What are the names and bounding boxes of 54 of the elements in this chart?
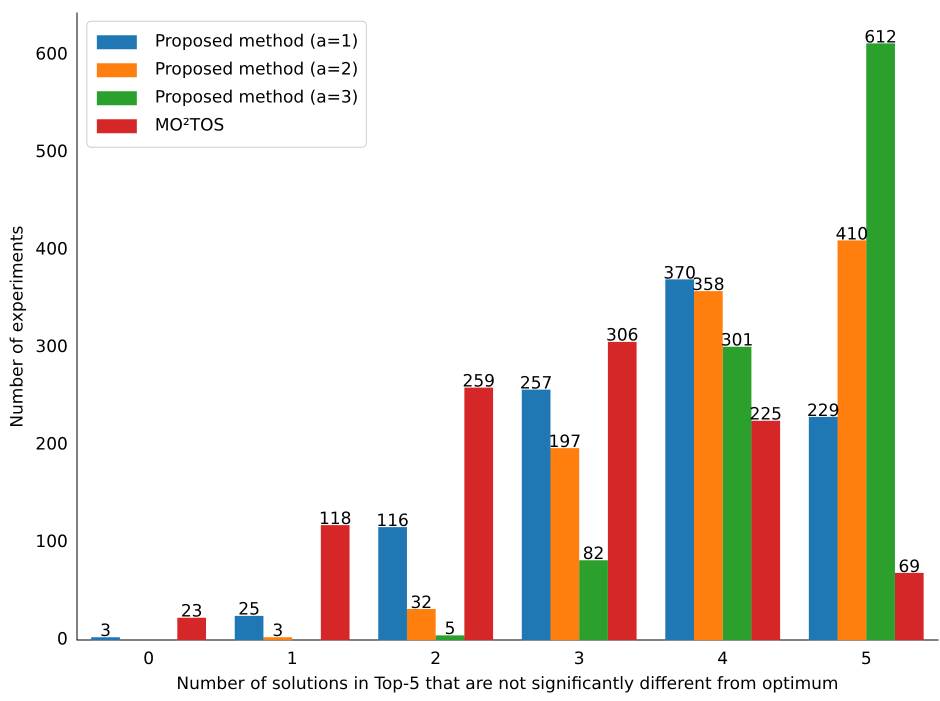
y-tick-label: 0 bbox=[57, 630, 68, 650]
data-label: 3 bbox=[272, 621, 284, 642]
data-label: 612 bbox=[864, 27, 897, 48]
data-label: 370 bbox=[663, 263, 696, 284]
x-tick-label: 0 bbox=[143, 648, 154, 669]
bar bbox=[665, 279, 694, 640]
y-axis-title: Number of experiments bbox=[8, 226, 28, 428]
data-label: 118 bbox=[318, 509, 352, 530]
bar bbox=[751, 420, 780, 640]
x-tick-label: 5 bbox=[860, 648, 872, 669]
bar bbox=[866, 43, 895, 640]
data-label: 306 bbox=[606, 326, 638, 346]
data-label: 116 bbox=[376, 511, 409, 532]
y-tick-label: 200 bbox=[35, 434, 68, 455]
bar bbox=[722, 346, 752, 640]
y-tick-label: 600 bbox=[35, 44, 68, 65]
data-label: 23 bbox=[180, 602, 202, 622]
data-label: 32 bbox=[410, 592, 432, 613]
y-tick-label: 100 bbox=[35, 532, 68, 552]
y-tick-label: 300 bbox=[35, 337, 68, 358]
data-label: 257 bbox=[520, 374, 552, 394]
bar bbox=[808, 416, 838, 640]
x-tick-label: 3 bbox=[574, 648, 585, 669]
bar bbox=[550, 448, 580, 640]
data-label: 82 bbox=[582, 544, 604, 564]
bar bbox=[406, 608, 436, 640]
bar bbox=[234, 616, 264, 640]
x-axis-title: Number of solutions in Top-5 that are not significantly different from optimum bbox=[176, 674, 838, 694]
bar bbox=[177, 618, 206, 640]
bar bbox=[694, 291, 723, 640]
data-label: 197 bbox=[548, 432, 582, 452]
data-label: 5 bbox=[444, 619, 456, 640]
data-label: 259 bbox=[462, 372, 495, 392]
data-label: 3 bbox=[100, 621, 111, 642]
x-tick-label: 4 bbox=[717, 648, 728, 669]
bar bbox=[608, 342, 637, 640]
bar bbox=[436, 635, 464, 640]
legend-label: MO²TOS bbox=[154, 116, 224, 136]
y-tick-label: 500 bbox=[35, 142, 68, 162]
bar bbox=[320, 525, 350, 640]
bar bbox=[838, 240, 866, 640]
bar bbox=[464, 388, 494, 640]
bar bbox=[579, 560, 608, 640]
data-label: 25 bbox=[238, 600, 260, 620]
legend-label: Proposed method (a=1) bbox=[154, 32, 358, 52]
x-tick-label: 1 bbox=[286, 648, 298, 669]
x-tick-label: 2 bbox=[430, 648, 442, 669]
legend-label: Proposed method (a=3) bbox=[154, 88, 358, 108]
bar bbox=[522, 390, 550, 640]
bar bbox=[894, 572, 924, 640]
y-tick-label: 400 bbox=[35, 240, 68, 260]
legend-label: Proposed method (a=2) bbox=[154, 60, 358, 80]
data-label: 69 bbox=[898, 556, 920, 577]
bar bbox=[378, 527, 407, 640]
